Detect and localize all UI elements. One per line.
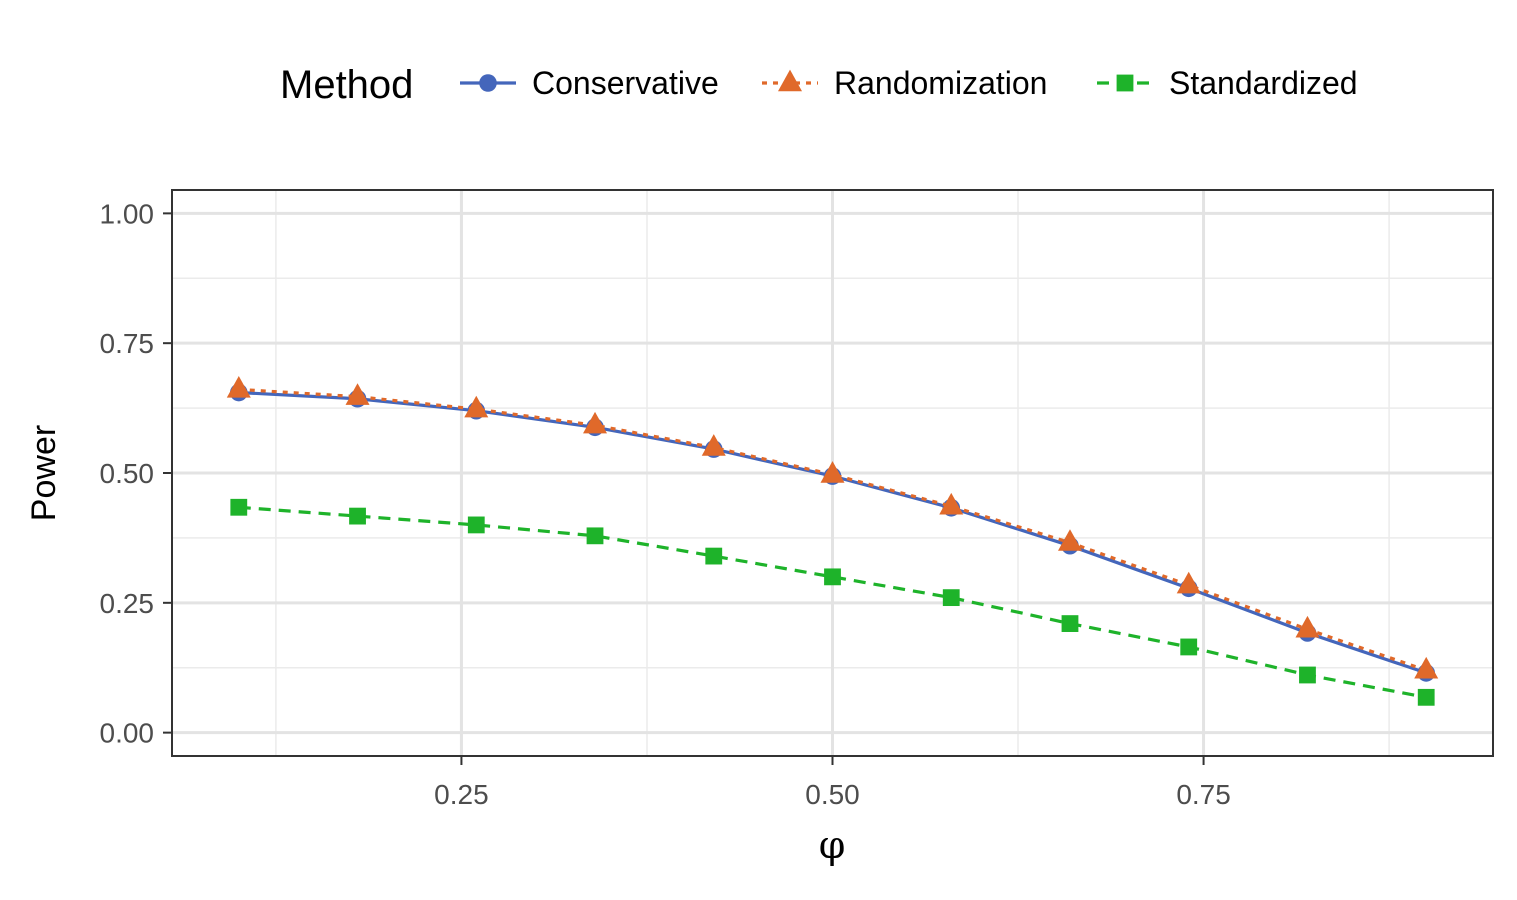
point-randomization — [226, 376, 251, 398]
point-randomization — [1176, 571, 1201, 594]
series-layer — [226, 376, 1439, 706]
x-tick-label: 0.75 — [1176, 779, 1231, 810]
y-tick-label: 0.00 — [100, 718, 155, 749]
legend-title: Method — [280, 63, 413, 107]
x-tick-label: 0.50 — [805, 779, 860, 810]
y-tick-label: 0.75 — [100, 328, 155, 359]
y-tick-label: 0.50 — [100, 458, 155, 489]
point-randomization — [1295, 615, 1320, 638]
y-tick-label: 0.25 — [100, 588, 155, 619]
legend-label-conservative: Conservative — [532, 65, 719, 101]
legend-key-marker-randomization — [778, 69, 802, 92]
legend-item-randomization: Randomization — [762, 65, 1047, 101]
point-randomization — [820, 461, 845, 483]
point-standardized — [824, 568, 841, 586]
point-standardized — [1299, 666, 1316, 684]
point-standardized — [705, 547, 723, 565]
series-line-randomization — [238, 387, 1427, 672]
point-randomization — [1057, 529, 1082, 551]
y-axis-title: Power — [25, 425, 63, 521]
series-standardized — [230, 498, 1435, 706]
point-standardized — [349, 507, 366, 525]
legend-key-marker-standardized — [1116, 74, 1134, 92]
point-randomization — [583, 411, 608, 434]
point-standardized — [1061, 615, 1079, 632]
point-randomization — [345, 383, 370, 405]
legend-label-randomization: Randomization — [834, 65, 1047, 101]
x-axis: 0.25 0.50 0.75 — [434, 756, 1231, 810]
point-standardized — [942, 589, 960, 607]
legend-item-standardized: Standardized — [1097, 65, 1358, 101]
point-randomization — [701, 434, 726, 456]
y-tick-label: 1.00 — [100, 198, 155, 229]
point-randomization — [939, 492, 964, 515]
point-randomization — [464, 395, 489, 418]
x-tick-label: 0.25 — [434, 779, 489, 810]
series-line-standardized — [238, 505, 1427, 699]
point-standardized — [230, 498, 248, 516]
legend-item-conservative: Conservative — [460, 65, 719, 101]
legend-key-marker-conservative — [479, 74, 497, 92]
point-standardized — [467, 516, 485, 534]
point-standardized — [586, 527, 604, 545]
point-standardized — [1180, 638, 1198, 656]
x-axis-title: φ — [819, 823, 846, 867]
legend-label-standardized: Standardized — [1169, 65, 1358, 101]
legend-items: Conservative Randomization Standardized — [460, 65, 1358, 101]
legend: Method Conservative Randomization Standard… — [280, 63, 1358, 107]
point-randomization — [1414, 656, 1439, 679]
series-randomization — [226, 376, 1439, 679]
y-axis: 0.00 0.25 0.50 0.75 1.00 — [100, 198, 172, 749]
point-standardized — [1417, 688, 1435, 706]
